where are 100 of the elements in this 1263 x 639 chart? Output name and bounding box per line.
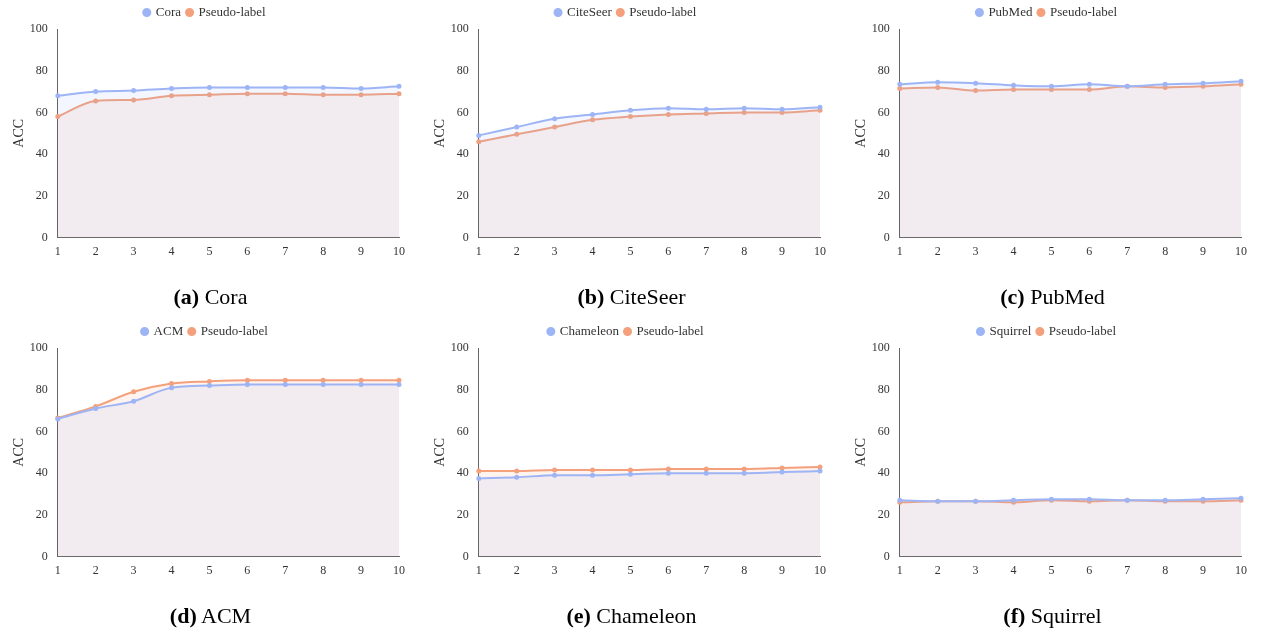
- x-tick-label: 4: [589, 562, 596, 577]
- x-tick-label: 3: [551, 562, 558, 577]
- y-tick-label: 80: [456, 381, 469, 396]
- x-tick-label: 5: [205, 243, 212, 258]
- x-tick-label: 1: [475, 562, 482, 577]
- y-tick-label: 80: [456, 62, 469, 77]
- x-tick-label: 2: [513, 562, 520, 577]
- y-tick-label: 20: [35, 507, 48, 522]
- text: (f) Squirrel: [1003, 603, 1102, 628]
- legend-label: Pseudo-label: [628, 3, 697, 19]
- y-tick-label: 60: [877, 423, 890, 438]
- x-tick-label: 8: [740, 243, 747, 258]
- x-tick-label: 7: [281, 243, 288, 258]
- y-tick-label: 0: [462, 548, 469, 563]
- y-axis-title: ACC: [10, 118, 26, 148]
- y-tick-label: 20: [456, 188, 469, 203]
- y-tick-label: 60: [456, 104, 469, 119]
- x-tick-label: 2: [92, 243, 99, 258]
- y-tick-label: 20: [456, 507, 469, 522]
- y-tick-label: 20: [35, 188, 48, 203]
- x-tick-label: 5: [205, 562, 212, 577]
- y-axis-title: ACC: [431, 118, 447, 148]
- x-tick-label: 7: [1123, 562, 1130, 577]
- y-tick-label: 60: [877, 104, 890, 119]
- legend-label: ACM: [153, 322, 184, 338]
- x-tick-label: 9: [778, 562, 785, 577]
- x-tick-label: 3: [130, 562, 137, 577]
- y-tick-label: 20: [877, 507, 890, 522]
- y-tick-label: 0: [41, 548, 48, 563]
- y-tick-label: 100: [871, 340, 890, 355]
- x-tick-label: 9: [778, 243, 785, 258]
- x-tick-label: 1: [54, 243, 61, 258]
- x-tick-label: 4: [168, 243, 175, 258]
- x-tick-label: 7: [281, 562, 288, 577]
- x-tick-label: 3: [551, 243, 558, 258]
- x-tick-label: 2: [92, 562, 99, 577]
- legend-label: Pseudo-label: [1048, 322, 1116, 338]
- y-tick-label: 0: [883, 229, 890, 244]
- x-tick-label: 3: [130, 243, 137, 258]
- x-tick-label: 10: [392, 243, 405, 258]
- x-tick-label: 8: [1161, 243, 1168, 258]
- y-tick-label: 80: [35, 381, 48, 396]
- x-tick-label: 9: [357, 243, 364, 258]
- x-tick-label: 1: [896, 562, 903, 577]
- x-tick-label: 1: [475, 243, 482, 258]
- x-tick-label: 8: [1161, 562, 1168, 577]
- y-tick-label: 100: [450, 340, 469, 355]
- y-axis-title: ACC: [852, 118, 868, 148]
- x-tick-label: 9: [1199, 243, 1206, 258]
- x-tick-label: 9: [357, 562, 364, 577]
- legend-label: Pseudo-label: [200, 322, 268, 338]
- y-tick-label: 60: [35, 423, 48, 438]
- text: (a) Cora: [173, 284, 248, 309]
- x-tick-label: 5: [626, 562, 633, 577]
- y-tick-label: 100: [29, 21, 48, 36]
- x-tick-label: 2: [513, 243, 520, 258]
- x-tick-label: 5: [626, 243, 633, 258]
- y-tick-label: 40: [877, 465, 890, 480]
- y-tick-label: 80: [877, 381, 890, 396]
- x-tick-label: 8: [740, 562, 747, 577]
- y-tick-label: 60: [35, 104, 48, 119]
- y-tick-label: 100: [871, 21, 890, 36]
- y-tick-label: 80: [877, 62, 890, 77]
- x-tick-label: 2: [934, 562, 941, 577]
- x-tick-label: 10: [813, 562, 826, 577]
- y-axis-title: ACC: [852, 437, 868, 467]
- y-tick-label: 20: [877, 188, 890, 203]
- legend-label: PubMed: [987, 3, 1033, 19]
- x-tick-label: 6: [1085, 562, 1092, 577]
- x-tick-label: 10: [813, 243, 826, 258]
- x-tick-label: 6: [664, 243, 671, 258]
- x-tick-label: 1: [896, 243, 903, 258]
- legend-label: Pseudo-label: [1049, 3, 1117, 19]
- y-tick-label: 100: [450, 21, 469, 36]
- x-tick-label: 10: [1234, 562, 1247, 577]
- y-tick-label: 100: [29, 340, 48, 355]
- y-tick-label: 60: [456, 423, 469, 438]
- y-tick-label: 40: [456, 465, 469, 480]
- x-tick-label: 9: [1199, 562, 1206, 577]
- x-tick-label: 6: [1085, 243, 1092, 258]
- x-tick-label: 6: [664, 562, 671, 577]
- y-tick-label: 0: [462, 229, 469, 244]
- x-tick-label: 7: [702, 562, 709, 577]
- text: (e) Chameleon: [566, 603, 697, 628]
- y-tick-label: 40: [35, 465, 48, 480]
- legend-label: Cora: [155, 3, 181, 19]
- y-tick-label: 40: [456, 146, 469, 161]
- x-tick-label: 4: [1010, 243, 1017, 258]
- y-tick-label: 80: [35, 62, 48, 77]
- y-axis-title: ACC: [10, 437, 26, 467]
- y-axis-title: ACC: [431, 437, 447, 467]
- y-tick-label: 0: [41, 229, 48, 244]
- x-tick-label: 7: [702, 243, 709, 258]
- x-tick-label: 4: [589, 243, 596, 258]
- legend-label: Pseudo-label: [636, 322, 704, 338]
- text: (b) CiteSeer: [577, 284, 686, 309]
- x-tick-label: 5: [1047, 243, 1054, 258]
- y-tick-label: 0: [883, 548, 890, 563]
- y-tick-label: 40: [35, 146, 48, 161]
- x-tick-label: 6: [243, 562, 250, 577]
